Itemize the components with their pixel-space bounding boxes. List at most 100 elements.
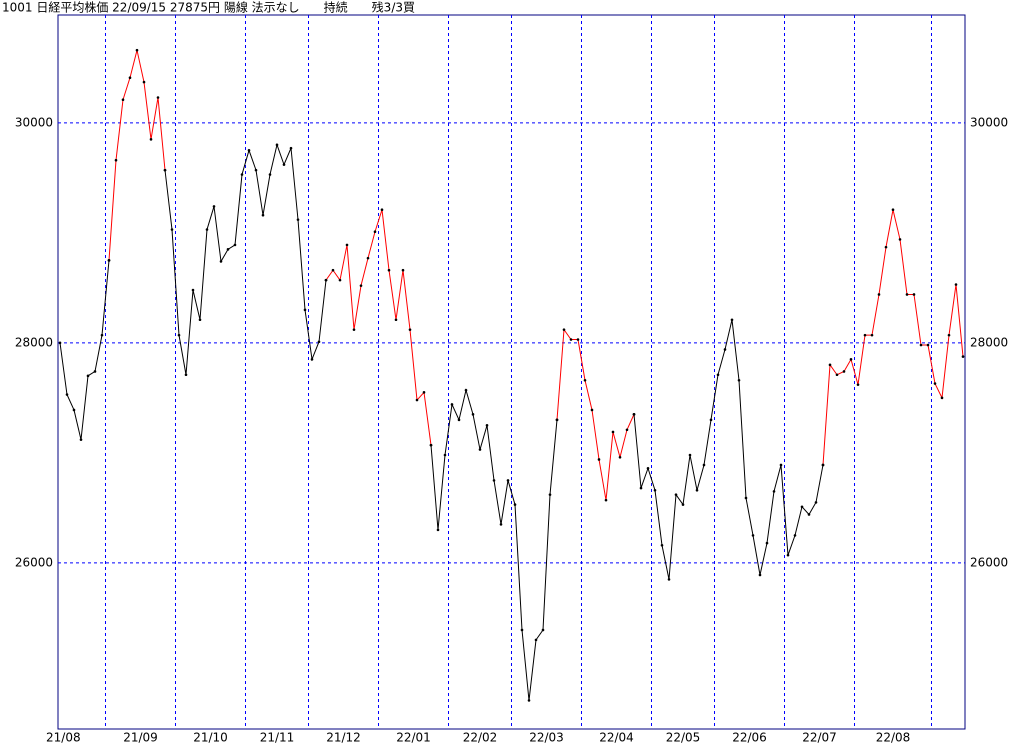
price-point <box>380 208 384 212</box>
price-point <box>695 488 699 492</box>
x-tick-label: 22/05 <box>666 731 701 745</box>
price-point <box>849 358 853 361</box>
price-point <box>723 348 727 351</box>
price-point <box>520 628 524 632</box>
price-point <box>121 98 125 102</box>
price-point <box>758 573 762 577</box>
price-point <box>576 338 580 341</box>
price-point <box>828 363 832 367</box>
price-point <box>100 333 104 337</box>
x-tick-label: 22/08 <box>876 731 911 745</box>
price-point <box>765 541 769 545</box>
price-point <box>625 428 629 432</box>
price-point <box>877 293 881 296</box>
price-point <box>919 343 923 347</box>
price-point <box>79 438 83 441</box>
price-point <box>912 293 916 296</box>
price-point <box>163 168 167 172</box>
price-point <box>177 333 181 337</box>
price-point <box>898 238 902 241</box>
price-point <box>310 358 314 361</box>
price-point <box>779 463 783 467</box>
y2-tick-label: 28000 <box>970 335 1008 349</box>
price-point <box>751 534 755 537</box>
price-point <box>128 76 132 80</box>
price-point <box>863 333 867 337</box>
price-line <box>59 143 824 701</box>
price-point <box>562 328 566 331</box>
price-point <box>646 466 650 470</box>
price-point <box>611 430 615 434</box>
x-tick-label: 21/11 <box>260 731 295 745</box>
price-point <box>492 479 496 482</box>
price-point <box>513 503 517 506</box>
x-tick-label: 22/07 <box>802 731 837 745</box>
x-tick-label: 22/04 <box>599 731 634 745</box>
price-point <box>338 278 342 282</box>
price-point <box>240 173 244 176</box>
x-tick-label: 21/08 <box>46 731 81 745</box>
price-point <box>870 333 874 337</box>
price-point <box>93 370 97 373</box>
price-point <box>261 213 265 217</box>
price-point <box>219 260 223 263</box>
price-point <box>254 168 258 172</box>
price-point <box>548 493 552 496</box>
price-point <box>142 80 146 84</box>
y2-tick-label: 26000 <box>970 555 1008 569</box>
price-point <box>205 228 209 231</box>
price-point <box>401 268 405 272</box>
price-point <box>737 378 741 382</box>
price-point <box>590 408 594 412</box>
x-tick-label: 21/09 <box>123 731 158 745</box>
price-point <box>555 418 559 422</box>
price-point <box>114 158 118 162</box>
price-point <box>947 333 951 337</box>
price-point <box>422 391 426 394</box>
price-point <box>436 528 440 532</box>
price-point <box>156 96 160 99</box>
price-point <box>226 248 230 251</box>
price-point <box>653 488 657 492</box>
price-point <box>247 149 251 152</box>
price-point <box>268 173 272 176</box>
price-point <box>485 424 489 427</box>
price-point <box>618 455 622 459</box>
price-point <box>793 534 797 537</box>
price-point <box>933 382 937 385</box>
price-point <box>534 638 538 642</box>
price-point <box>905 293 909 296</box>
price-point <box>212 205 216 208</box>
price-point <box>639 486 643 490</box>
price-point <box>772 490 776 493</box>
price-point <box>702 463 706 467</box>
price-point <box>429 443 433 447</box>
price-point <box>233 243 237 247</box>
price-point <box>450 403 454 406</box>
price-point <box>345 243 349 247</box>
price-point <box>660 543 664 547</box>
price-point <box>891 208 895 212</box>
price-point <box>135 48 139 52</box>
price-point <box>674 493 678 496</box>
price-point <box>730 318 734 322</box>
price-point <box>583 378 587 382</box>
price-point <box>667 578 671 581</box>
price-point <box>506 479 510 482</box>
price-point <box>324 278 328 282</box>
price-point <box>275 143 279 147</box>
price-point <box>926 343 930 347</box>
price-point <box>72 408 76 412</box>
x-tick-label: 22/01 <box>396 731 431 745</box>
price-point <box>352 328 356 331</box>
price-point <box>198 318 202 322</box>
price-point <box>800 505 804 509</box>
price-point <box>884 245 888 249</box>
price-point <box>632 413 636 416</box>
price-point <box>856 383 860 386</box>
price-point <box>940 396 944 400</box>
price-point <box>464 388 468 392</box>
price-point <box>387 268 391 272</box>
x-tick-label: 21/12 <box>326 731 361 745</box>
